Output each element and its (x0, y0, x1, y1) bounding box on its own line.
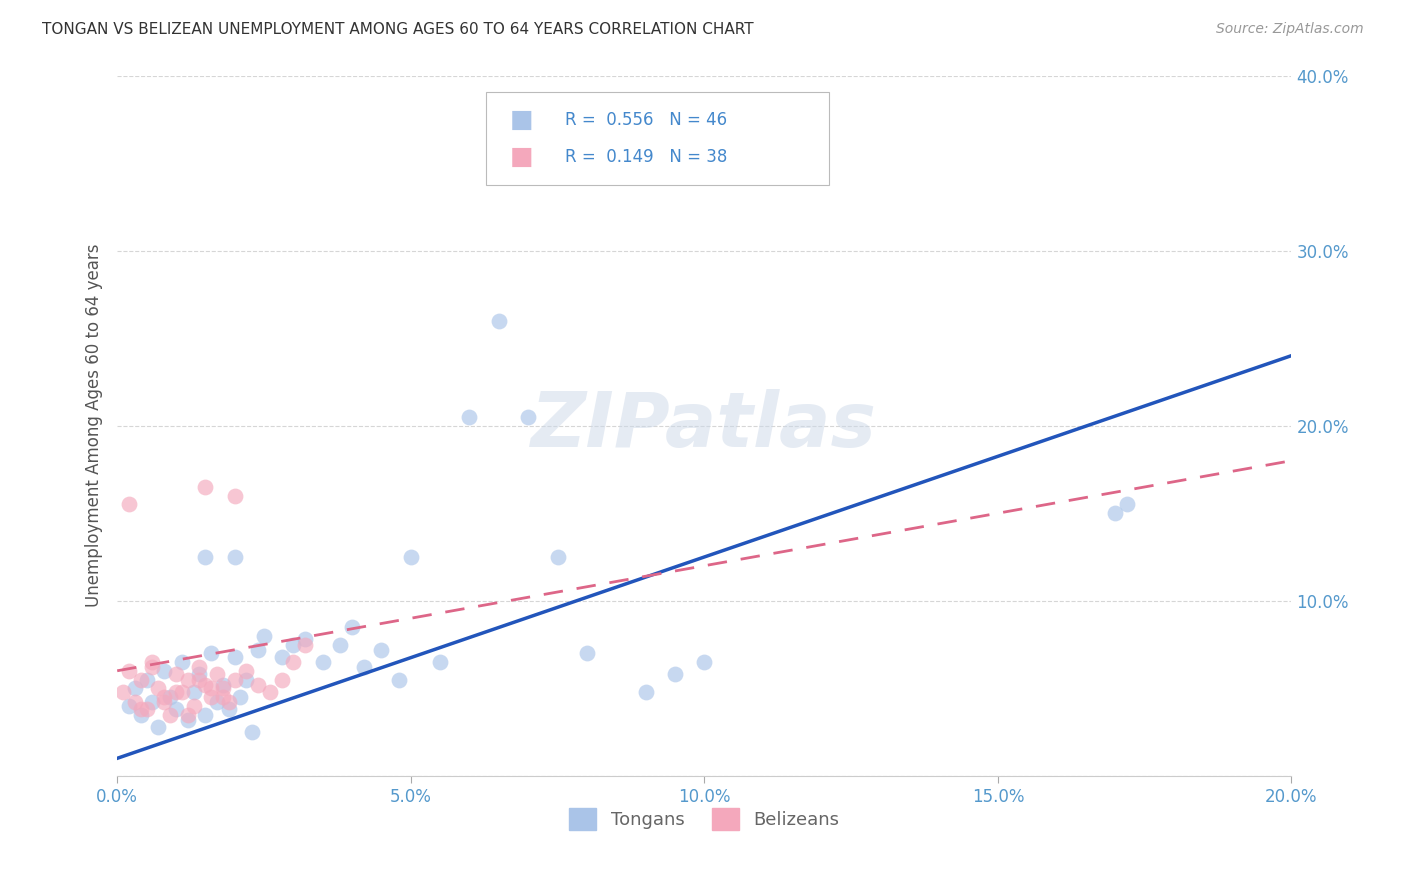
Text: R =  0.149   N = 38: R = 0.149 N = 38 (565, 148, 728, 166)
Point (129, 673, 152, 687)
Point (212, 681, 235, 696)
Point (1116, 498, 1139, 512)
Y-axis label: Unemployment Among Ages 60 to 64 years: Unemployment Among Ages 60 to 64 years (86, 244, 103, 607)
Point (283, 638, 305, 652)
Point (200, 681, 222, 696)
Point (224, 489, 246, 503)
Point (118, 698, 141, 713)
Point (283, 655, 305, 669)
Point (183, 698, 205, 713)
Point (664, 667, 686, 681)
Point (170, 685, 193, 699)
Point (429, 655, 451, 669)
Point (224, 673, 246, 687)
Point (159, 707, 181, 722)
Point (141, 695, 163, 709)
Text: ZIPatlas: ZIPatlas (531, 389, 877, 463)
Point (200, 690, 222, 704)
Point (165, 667, 187, 681)
Point (188, 667, 211, 681)
Legend: Tongans, Belizeans: Tongans, Belizeans (562, 800, 846, 837)
Point (235, 673, 257, 687)
Point (176, 673, 198, 687)
Point (135, 702, 157, 716)
Point (547, 549, 569, 564)
Text: ■: ■ (509, 108, 533, 132)
Point (212, 690, 235, 704)
Point (212, 678, 235, 692)
Point (370, 642, 392, 657)
Point (194, 480, 217, 494)
Point (194, 678, 217, 692)
Point (240, 725, 263, 739)
Text: R =  0.556   N = 46: R = 0.556 N = 46 (565, 112, 727, 129)
Point (165, 702, 187, 716)
Point (194, 549, 217, 564)
Point (353, 660, 375, 674)
Point (517, 409, 540, 424)
Point (224, 649, 246, 664)
Point (270, 673, 292, 687)
Text: ■: ■ (509, 145, 533, 169)
Point (170, 655, 193, 669)
Point (141, 655, 163, 669)
Text: Source: ZipAtlas.com: Source: ZipAtlas.com (1216, 22, 1364, 37)
Point (253, 629, 276, 643)
Point (183, 685, 205, 699)
Point (259, 685, 281, 699)
Point (148, 681, 170, 696)
Point (575, 646, 598, 660)
Text: TONGAN VS BELIZEAN UNEMPLOYMENT AMONG AGES 60 TO 64 YEARS CORRELATION CHART: TONGAN VS BELIZEAN UNEMPLOYMENT AMONG AG… (42, 22, 754, 37)
Point (340, 620, 363, 634)
Point (118, 498, 141, 512)
Point (247, 642, 270, 657)
Point (634, 685, 657, 699)
Point (388, 673, 411, 687)
Point (135, 673, 157, 687)
Point (112, 685, 135, 699)
Point (124, 695, 146, 709)
Point (312, 655, 335, 669)
Point (165, 685, 187, 699)
Point (153, 690, 176, 704)
Point (205, 667, 228, 681)
Point (194, 707, 217, 722)
Point (129, 702, 152, 716)
Point (148, 720, 170, 734)
Point (693, 655, 716, 669)
Point (124, 681, 146, 696)
Point (399, 549, 422, 564)
Point (229, 690, 252, 704)
Point (458, 409, 481, 424)
Point (218, 695, 240, 709)
Point (224, 549, 246, 564)
Point (153, 695, 176, 709)
Point (153, 664, 176, 678)
Point (188, 673, 211, 687)
Point (200, 646, 222, 660)
Point (247, 678, 270, 692)
Point (118, 664, 141, 678)
Point (188, 660, 211, 674)
Point (329, 638, 352, 652)
Point (159, 690, 181, 704)
Point (141, 660, 163, 674)
Point (488, 313, 510, 327)
Point (205, 695, 228, 709)
Point (294, 638, 316, 652)
Point (218, 702, 240, 716)
Point (1104, 506, 1126, 520)
Point (294, 632, 316, 647)
Point (129, 707, 152, 722)
Point (176, 707, 198, 722)
Point (176, 713, 198, 727)
Point (235, 664, 257, 678)
Point (270, 649, 292, 664)
